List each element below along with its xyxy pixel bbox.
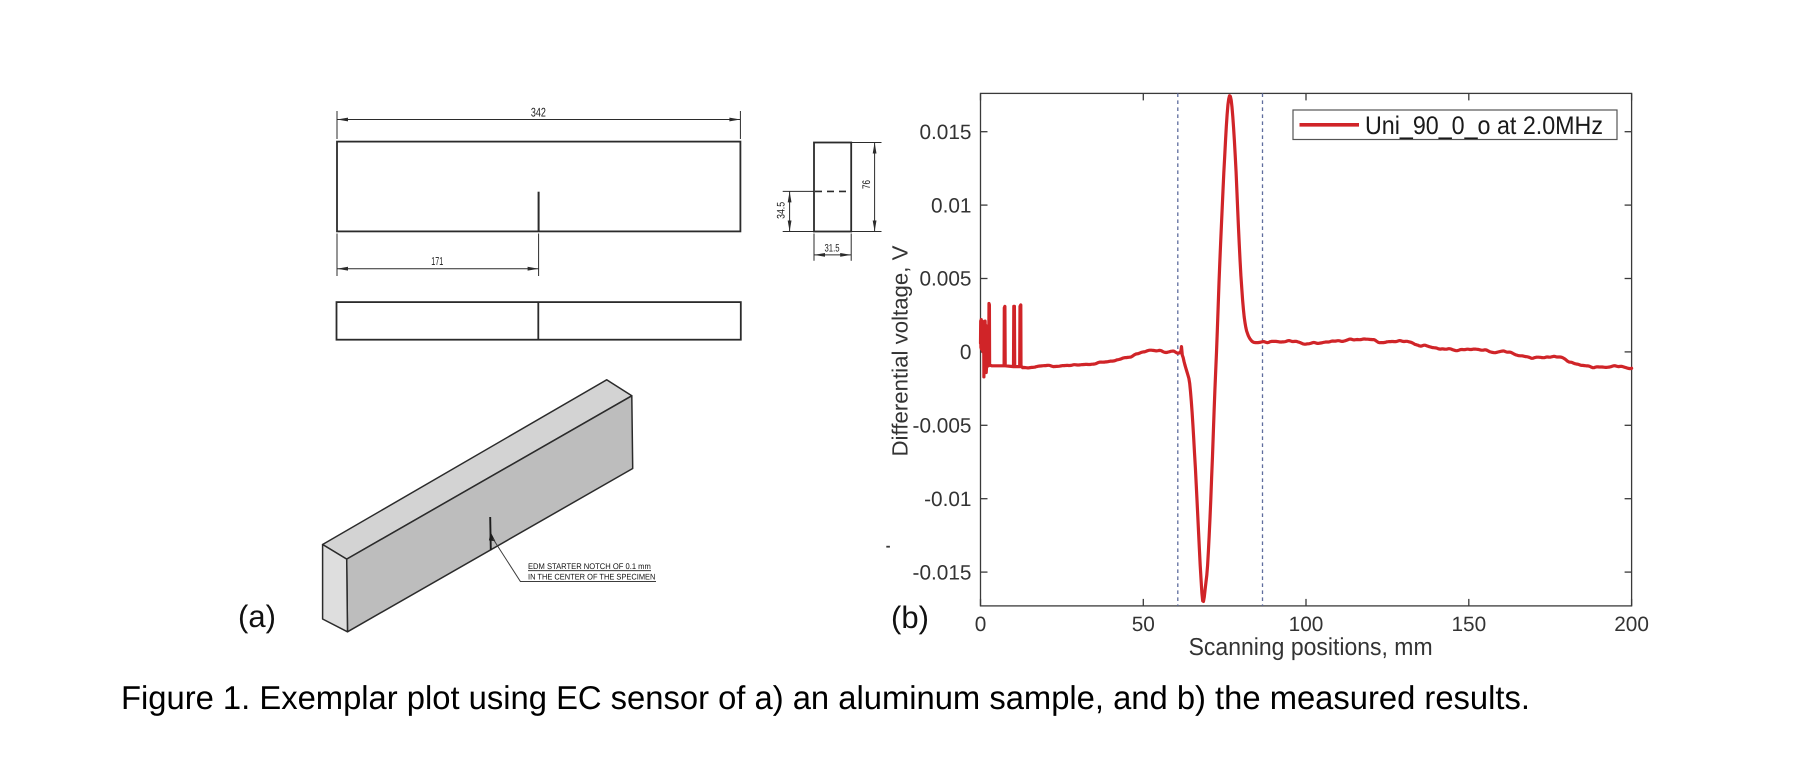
svg-text:100: 100 [1289,613,1324,636]
svg-text:150: 150 [1451,613,1486,636]
svg-text:Figure 1. Exemplar plot using: Figure 1. Exemplar plot using EC sensor … [121,679,1530,716]
svg-text:0.005: 0.005 [919,268,971,291]
svg-text:0.01: 0.01 [931,194,971,217]
svg-text:-0.015: -0.015 [913,561,972,584]
svg-text:200: 200 [1614,613,1649,636]
svg-text:Scanning positions, mm: Scanning positions, mm [1189,634,1433,661]
svg-text:76: 76 [861,180,873,189]
svg-text:34.5: 34.5 [776,202,788,219]
svg-text:EDM STARTER NOTCH OF 0.1 mm: EDM STARTER NOTCH OF 0.1 mm [528,562,651,571]
svg-text:-0.01: -0.01 [924,488,971,511]
svg-text:50: 50 [1132,613,1155,636]
svg-text:(a): (a) [238,599,276,634]
svg-text:IN THE CENTER OF THE SPECIMEN: IN THE CENTER OF THE SPECIMEN [528,573,655,582]
svg-text:31.5: 31.5 [825,243,840,255]
svg-text:(b): (b) [891,600,929,635]
svg-text:0.015: 0.015 [919,121,971,144]
svg-text:342: 342 [531,106,546,120]
svg-text:Uni_90_0_o at 2.0MHz: Uni_90_0_o at 2.0MHz [1365,112,1603,140]
svg-text:0: 0 [960,341,972,364]
svg-text:Differential voltage, V: Differential voltage, V [887,245,912,456]
svg-text:-0.005: -0.005 [913,415,972,438]
svg-text:171: 171 [431,256,443,268]
svg-text:0: 0 [975,613,987,636]
